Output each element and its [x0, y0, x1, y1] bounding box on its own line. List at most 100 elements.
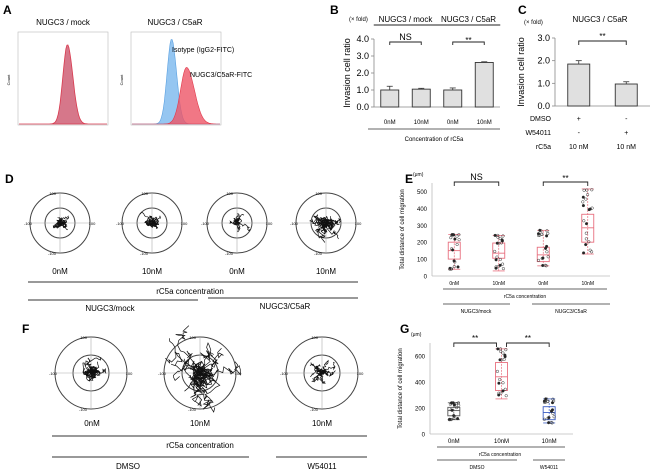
- y-tick-label: 3.0: [537, 33, 550, 43]
- data-point: [503, 387, 507, 391]
- data-point: [448, 267, 452, 271]
- data-point: [449, 236, 453, 240]
- migration-track: [186, 350, 211, 377]
- data-point: [590, 206, 594, 210]
- panel-f-labels: 0nM 10nM 10nM rC5a concentration DMSO W5…: [52, 419, 367, 471]
- migration-track: [56, 219, 63, 227]
- data-point: [551, 397, 555, 401]
- x-tick-label: 0nM: [384, 120, 396, 126]
- data-point: [455, 242, 459, 247]
- y-tick-label: 1.0: [356, 85, 369, 95]
- y-tick-label: 100: [417, 258, 428, 264]
- x-tick-label: 0nM: [447, 120, 459, 126]
- migration-track: [175, 325, 201, 374]
- ring-tick: 100: [357, 371, 364, 376]
- data-point: [504, 394, 508, 398]
- data-point: [498, 236, 502, 240]
- ring-tick: -100: [48, 251, 57, 256]
- d-group-label-mock: NUGC3/mock: [85, 304, 135, 313]
- panel-d-migration-plots: -100 100 100 -100 -100 100 100 -100 -100 100 100 -1…: [24, 191, 362, 256]
- d-conc-title: rC5a concentration: [156, 287, 224, 296]
- ring-tick: -100: [49, 371, 58, 376]
- group-label: NUGC3 / mock: [379, 15, 434, 24]
- y-tick-label: 1.0: [537, 78, 550, 88]
- legend-c5ar-fitc: NUGC3/C5aR-FITC: [190, 72, 252, 79]
- data-point: [494, 258, 498, 262]
- y-unit: (μm): [413, 172, 424, 178]
- ring-tick: 100: [80, 335, 87, 340]
- data-point: [450, 408, 454, 412]
- ring-tick: 100: [226, 191, 233, 196]
- ring-tick: 100: [141, 191, 148, 196]
- x-tick-label: 0nM: [538, 281, 548, 287]
- y-axis-label: Total distance of cell migration: [398, 348, 404, 428]
- data-point: [494, 265, 498, 269]
- migration-track: [229, 219, 238, 226]
- data-point: [496, 347, 500, 351]
- condition-row-label: rC5a: [536, 144, 551, 151]
- migration-track: [144, 220, 153, 227]
- y-tick-label: 0.0: [356, 102, 369, 112]
- histogram-mock: [19, 44, 107, 125]
- data-point: [587, 208, 591, 212]
- x-tick-label: 10nM: [542, 439, 557, 445]
- x-tick-label: 10nM: [581, 281, 594, 287]
- data-point: [547, 416, 551, 420]
- x-tick-label: 10nM: [494, 439, 509, 445]
- group-label: DMSO: [470, 465, 485, 471]
- data-point: [499, 349, 503, 353]
- ring-tick: 100: [235, 371, 242, 376]
- data-point: [584, 197, 588, 201]
- significance-label: NS: [470, 172, 483, 182]
- data-point: [450, 267, 454, 271]
- data-point: [456, 265, 460, 269]
- histogram-c5ar-fitc: [132, 67, 220, 125]
- migration-track: [191, 372, 204, 407]
- data-point: [457, 403, 461, 407]
- migration-track: [320, 221, 328, 234]
- data-point: [588, 248, 592, 252]
- migration-track: [58, 220, 67, 227]
- data-point: [447, 418, 451, 422]
- data-point: [542, 417, 546, 421]
- significance-bracket: [578, 40, 627, 45]
- histogram-frame-mock: [17, 31, 109, 126]
- group-label: NUGC3 / C5aR: [441, 15, 496, 24]
- migration-track: [236, 220, 241, 233]
- y-tick-label: 2.0: [356, 68, 369, 78]
- data-point: [544, 397, 548, 401]
- data-point: [582, 219, 586, 223]
- data-point: [501, 267, 505, 271]
- data-point: [587, 240, 591, 244]
- data-point: [545, 244, 549, 248]
- data-point: [493, 249, 497, 253]
- ring-tick: -100: [310, 407, 319, 412]
- migration-track: [319, 368, 325, 376]
- data-point: [581, 195, 585, 199]
- y-tick-label: 0: [424, 275, 428, 281]
- ring-tick: -100: [188, 407, 197, 412]
- bar: [380, 89, 400, 108]
- migration-track: [322, 216, 335, 227]
- significance-label: **: [525, 334, 531, 343]
- x-axis-label: Concentration of rC5a: [405, 137, 464, 143]
- data-point: [455, 234, 459, 238]
- group-label: NUGC3/mock: [461, 309, 492, 315]
- f-group-label-dmso: DMSO: [116, 462, 140, 471]
- ring-tick: 100: [355, 221, 362, 226]
- x-tick-label: 0nM: [449, 281, 459, 287]
- data-point: [498, 257, 502, 262]
- ring-tick: -100: [24, 221, 33, 226]
- box: [542, 406, 556, 421]
- data-point: [584, 243, 588, 247]
- significance-bracket: [542, 181, 589, 186]
- x-tick-label: 0nM: [448, 439, 460, 445]
- data-point: [504, 348, 508, 352]
- migration-track: [318, 222, 328, 239]
- d-conc-label-3: 0nM: [229, 267, 245, 276]
- data-point: [455, 402, 459, 406]
- ring-tick: -100: [280, 371, 289, 376]
- ring-tick: 100: [266, 221, 273, 226]
- data-point: [449, 418, 453, 422]
- ring-tick: -100: [79, 407, 88, 412]
